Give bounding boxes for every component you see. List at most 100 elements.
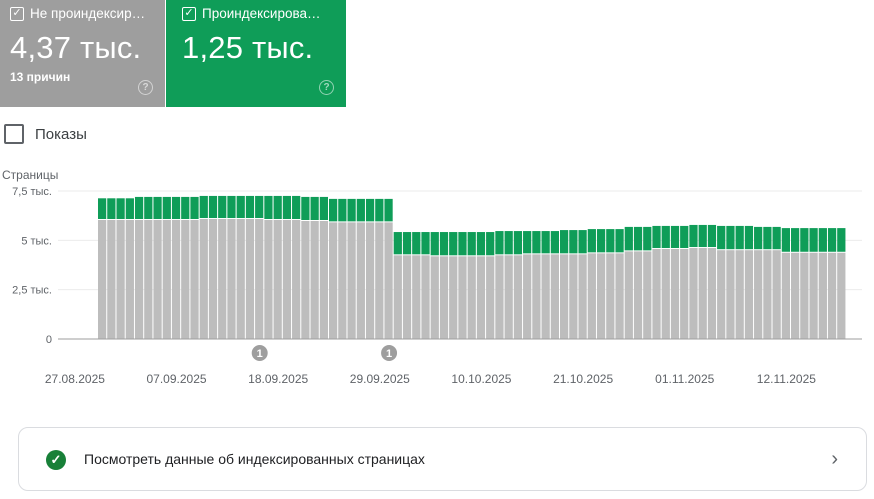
bar-indexed bbox=[707, 224, 717, 248]
bar-not-indexed bbox=[513, 255, 523, 339]
bar-indexed bbox=[255, 195, 264, 219]
bar-not-indexed bbox=[125, 220, 134, 339]
bar-not-indexed bbox=[356, 222, 365, 339]
bar-indexed bbox=[800, 228, 809, 252]
bar-not-indexed bbox=[615, 253, 624, 339]
bar-indexed bbox=[393, 232, 402, 255]
bar-indexed bbox=[356, 198, 365, 222]
bar-not-indexed bbox=[171, 220, 181, 339]
bar-indexed bbox=[162, 196, 171, 220]
bar-indexed bbox=[236, 195, 245, 219]
bar-not-indexed bbox=[439, 256, 449, 339]
annotation-label: 1 bbox=[386, 348, 392, 360]
bar-not-indexed bbox=[365, 222, 375, 339]
bar-not-indexed bbox=[181, 220, 190, 339]
bar-not-indexed bbox=[421, 255, 430, 339]
x-tick-label: 10.10.2025 bbox=[451, 372, 511, 386]
bar-not-indexed bbox=[310, 220, 319, 339]
bar-not-indexed bbox=[596, 253, 606, 339]
checkbox-unchecked-icon[interactable] bbox=[4, 124, 24, 144]
bar-indexed bbox=[569, 230, 578, 254]
not-indexed-card[interactable]: ✓ Не проиндексир… 4,37 тыс. 13 причин ? bbox=[0, 0, 165, 107]
bar-indexed bbox=[504, 231, 513, 255]
bar-not-indexed bbox=[190, 220, 199, 339]
bar-not-indexed bbox=[134, 220, 144, 339]
bar-indexed bbox=[837, 228, 846, 252]
bar-not-indexed bbox=[393, 255, 402, 339]
chevron-right-icon: › bbox=[831, 447, 838, 470]
not-indexed-count: 4,37 тыс. bbox=[10, 30, 142, 65]
bar-indexed bbox=[365, 198, 375, 222]
bar-indexed bbox=[384, 198, 393, 222]
bar-indexed bbox=[633, 226, 643, 251]
bar-indexed bbox=[772, 226, 781, 250]
bar-indexed bbox=[171, 196, 181, 220]
bar-not-indexed bbox=[107, 220, 116, 339]
help-icon[interactable]: ? bbox=[138, 80, 153, 95]
bar-indexed bbox=[560, 230, 569, 254]
link-label: Посмотреть данные об индексированных стр… bbox=[84, 451, 425, 467]
bar-indexed bbox=[523, 231, 532, 254]
y-axis-title: Страницы bbox=[2, 168, 58, 182]
indexed-count: 1,25 тыс. bbox=[182, 30, 314, 65]
y-tick-label: 0 bbox=[46, 334, 52, 346]
bar-not-indexed bbox=[532, 254, 541, 339]
bar-indexed bbox=[190, 196, 199, 220]
indexed-card[interactable]: ✓ Проиндексирова… 1,25 тыс. ? bbox=[166, 0, 346, 107]
y-tick-label: 5 тыс. bbox=[21, 235, 52, 247]
x-tick-label: 07.09.2025 bbox=[147, 372, 207, 386]
bar-not-indexed bbox=[338, 222, 347, 339]
bar-indexed bbox=[375, 198, 384, 222]
bar-indexed bbox=[282, 195, 292, 220]
bar-indexed bbox=[587, 229, 596, 253]
bar-not-indexed bbox=[301, 220, 310, 339]
bar-indexed bbox=[670, 225, 680, 249]
bar-not-indexed bbox=[245, 219, 255, 339]
bar-indexed bbox=[264, 195, 273, 220]
impressions-toggle[interactable]: Показы bbox=[4, 124, 87, 144]
bar-not-indexed bbox=[689, 248, 698, 339]
bar-indexed bbox=[227, 195, 236, 219]
x-tick-label: 27.08.2025 bbox=[45, 372, 105, 386]
annotation-marker bbox=[251, 345, 268, 361]
x-tick-label: 01.11.2025 bbox=[655, 372, 714, 386]
bar-not-indexed bbox=[347, 222, 356, 339]
bar-not-indexed bbox=[144, 220, 153, 339]
bar-indexed bbox=[218, 195, 227, 219]
bar-not-indexed bbox=[116, 220, 125, 339]
bar-not-indexed bbox=[282, 220, 292, 339]
view-indexed-pages-link[interactable]: ✓ Посмотреть данные об индексированных с… bbox=[18, 427, 867, 491]
checkbox-checked-icon[interactable]: ✓ bbox=[10, 6, 24, 21]
help-icon[interactable]: ? bbox=[319, 80, 334, 95]
bar-indexed bbox=[301, 196, 310, 220]
bar-indexed bbox=[615, 229, 624, 253]
bar-indexed bbox=[827, 228, 837, 252]
bar-indexed bbox=[292, 195, 301, 220]
bar-not-indexed bbox=[384, 222, 393, 339]
bar-not-indexed bbox=[569, 254, 578, 339]
bar-not-indexed bbox=[476, 256, 486, 339]
bar-not-indexed bbox=[523, 254, 532, 339]
bar-indexed bbox=[273, 195, 282, 220]
bar-indexed bbox=[476, 232, 486, 256]
bar-not-indexed bbox=[264, 220, 273, 339]
bar-not-indexed bbox=[458, 256, 467, 339]
checkbox-checked-icon[interactable]: ✓ bbox=[182, 6, 196, 21]
bar-not-indexed bbox=[402, 255, 412, 339]
bar-indexed bbox=[134, 196, 144, 220]
bar-not-indexed bbox=[818, 252, 827, 339]
bar-indexed bbox=[698, 224, 707, 248]
bar-not-indexed bbox=[98, 220, 107, 339]
bar-not-indexed bbox=[208, 219, 218, 339]
bar-not-indexed bbox=[273, 220, 282, 339]
bar-not-indexed bbox=[504, 255, 513, 339]
impressions-label: Показы bbox=[35, 125, 87, 143]
bar-not-indexed bbox=[670, 249, 680, 339]
bar-not-indexed bbox=[791, 252, 800, 339]
y-tick-label: 7,5 тыс. bbox=[12, 186, 52, 198]
bar-not-indexed bbox=[495, 255, 504, 339]
bar-not-indexed bbox=[633, 251, 643, 339]
bar-not-indexed bbox=[486, 256, 495, 339]
bar-indexed bbox=[624, 226, 633, 251]
bar-indexed bbox=[245, 195, 255, 219]
